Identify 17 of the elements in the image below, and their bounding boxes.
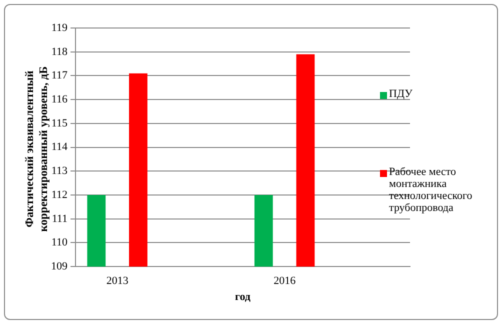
y-tick-label: 114	[51, 141, 68, 154]
x-axis-title: год	[235, 291, 251, 304]
x-tick-label: 2016	[274, 275, 296, 288]
legend-label: ПДУ	[389, 88, 412, 100]
y-axis-title: Фактический эквивалентный корректированный уровень, дБ	[23, 65, 51, 234]
y-tick-label: 111	[52, 212, 68, 225]
y-tick-label: 112	[51, 188, 68, 201]
y-tick-label: 117	[51, 70, 68, 82]
x-tick-label: 2013	[106, 275, 129, 288]
y-tick-label: 118	[51, 46, 68, 58]
y-tick-label: 119	[51, 22, 68, 34]
y-tick-label: 110	[51, 236, 68, 249]
y-tick-label: 109	[51, 260, 68, 272]
y-tick-label: 115	[51, 117, 68, 130]
legend-label: Рабочее место монтажника технологического трубопровода	[389, 166, 474, 214]
y-tick-label: 113	[51, 165, 68, 178]
y-tick-label: 116	[51, 93, 68, 106]
